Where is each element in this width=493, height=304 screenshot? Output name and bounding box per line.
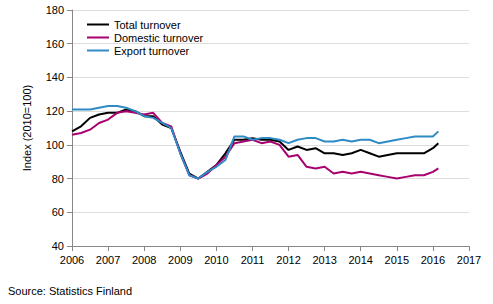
svg-text:180: 180 [46,4,64,16]
svg-text:2011: 2011 [241,254,265,266]
svg-text:2017: 2017 [457,254,481,266]
svg-text:160: 160 [46,38,64,50]
svg-text:2006: 2006 [60,254,84,266]
svg-text:2010: 2010 [204,254,228,266]
svg-text:2012: 2012 [276,254,300,266]
svg-text:Index (2010=100): Index (2010=100) [21,85,33,172]
svg-text:140: 140 [46,71,64,83]
svg-text:80: 80 [52,173,64,185]
svg-text:Export turnover: Export turnover [114,45,190,57]
svg-text:2016: 2016 [421,254,445,266]
svg-text:40: 40 [52,240,64,252]
svg-text:60: 60 [52,206,64,218]
svg-text:100: 100 [46,139,64,151]
svg-text:120: 120 [46,105,64,117]
svg-text:2007: 2007 [96,254,120,266]
svg-text:2008: 2008 [132,254,156,266]
svg-text:Source: Statistics Finland: Source: Statistics Finland [8,285,132,297]
svg-text:2009: 2009 [168,254,192,266]
svg-text:2015: 2015 [385,254,409,266]
svg-text:2013: 2013 [312,254,336,266]
svg-text:2014: 2014 [348,254,372,266]
svg-text:Total turnover: Total turnover [114,19,181,31]
svg-text:Domestic turnover: Domestic turnover [114,32,204,44]
